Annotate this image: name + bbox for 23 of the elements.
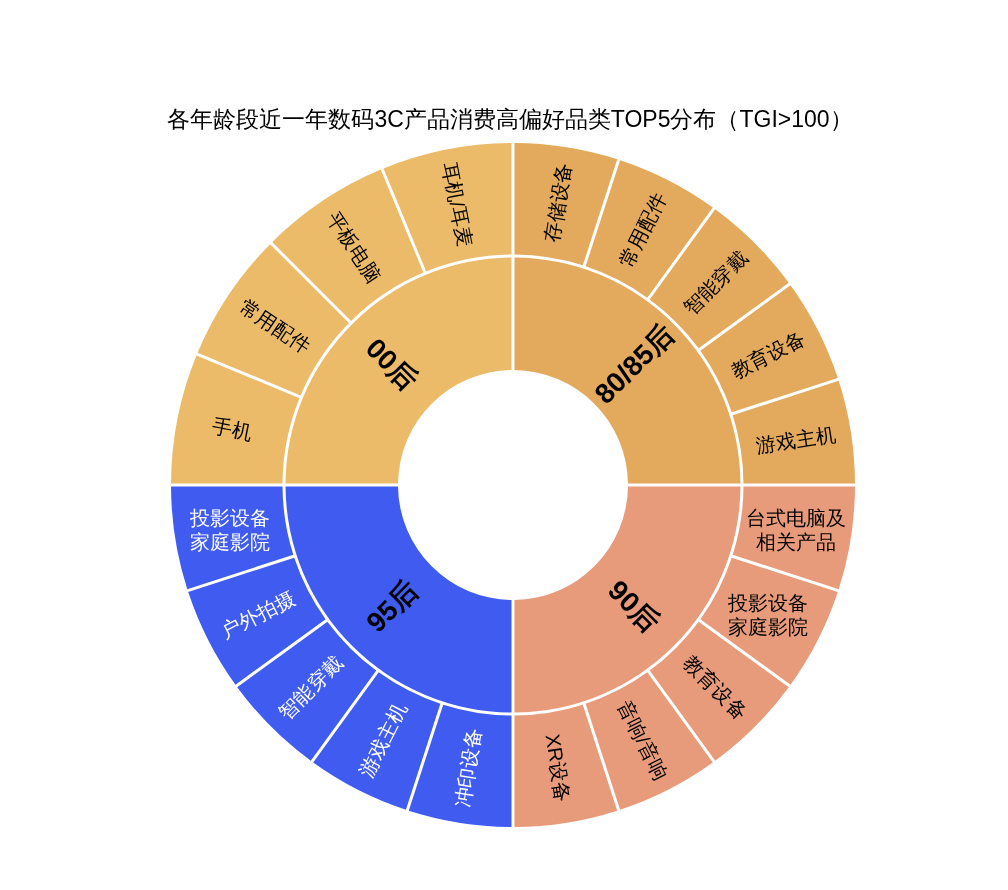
category-label: 户外拍摄 — [217, 586, 299, 643]
category-label: 常用配件 — [235, 294, 315, 358]
chart-title: 各年龄段近一年数码3C产品消费高偏好品类TOP5分布（TGI>100） — [167, 106, 853, 132]
category-label: 平板电脑 — [322, 207, 386, 287]
category-label: 手机 — [210, 414, 255, 444]
category-label: 投影设备家庭影院 — [727, 591, 809, 638]
slice-label: 95后 — [360, 574, 424, 639]
category-label: 存储设备 — [540, 161, 575, 244]
category-label: XR设备 — [541, 732, 574, 803]
category-label: 智能穿戴 — [679, 246, 752, 319]
category-label: 游戏主机 — [355, 699, 412, 781]
category-label: 教育设备 — [679, 651, 752, 724]
category-label: 台式电脑及相关产品 — [745, 506, 846, 553]
category-label: 投影设备家庭影院 — [189, 506, 271, 553]
category-label: 冲印设备 — [451, 726, 486, 809]
category-label: 智能穿戴 — [274, 651, 347, 724]
category-label: 常用配件 — [614, 189, 671, 271]
category-label: 游戏主机 — [754, 423, 837, 458]
slice-label: 00后 — [359, 332, 424, 396]
slice-label: 90后 — [602, 574, 666, 639]
category-label: 教育设备 — [727, 327, 809, 384]
category-label: 音响/音响 — [613, 696, 673, 784]
category-label: 耳机/耳麦 — [438, 160, 477, 249]
